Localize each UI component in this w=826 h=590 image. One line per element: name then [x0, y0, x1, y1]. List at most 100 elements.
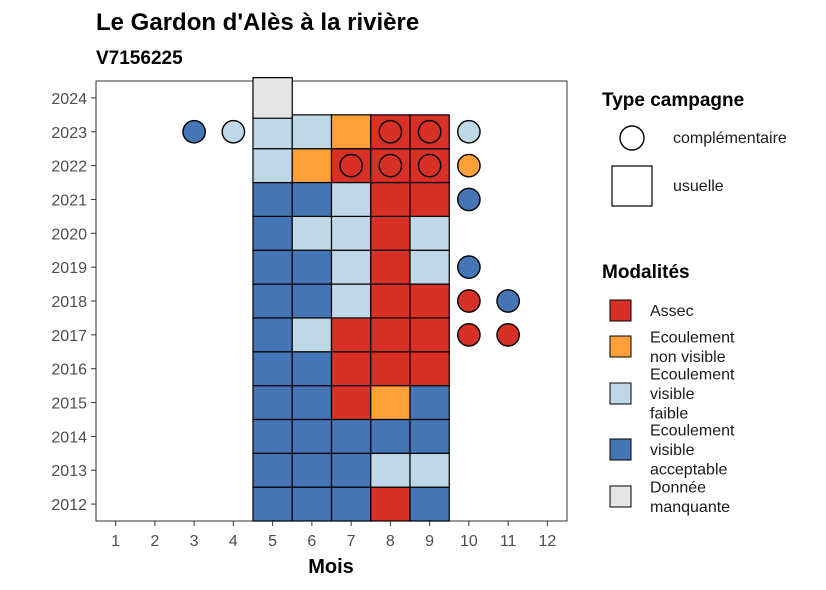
cell-2019-6 — [291, 249, 333, 285]
cell-2019-7 — [330, 249, 372, 285]
legend-label-assec-0: Assec — [650, 303, 694, 320]
cell-2012-6 — [291, 486, 333, 522]
x-tick-label-7: 7 — [347, 533, 356, 550]
legend-label-acceptable-0: Ecoulement — [650, 423, 735, 440]
cell-2017-7 — [330, 317, 372, 353]
cell-2021-6 — [291, 181, 333, 217]
y-tick-label-2024: 2024 — [51, 91, 87, 108]
x-tick-label-9: 9 — [425, 533, 434, 550]
circle-2023-9 — [417, 119, 442, 144]
cell-2021-8 — [370, 181, 411, 217]
cell-2014-9 — [409, 418, 450, 454]
legend-swatch-nonvisible — [609, 335, 632, 358]
cell-2016-7 — [330, 351, 372, 387]
cell-2013-7 — [330, 452, 372, 488]
x-tick-label-11: 11 — [500, 533, 517, 550]
cell-2023-5 — [252, 114, 293, 150]
circle-2018-10 — [457, 289, 481, 313]
legend-key-square — [611, 165, 653, 207]
y-tick-label-2022: 2022 — [51, 159, 87, 176]
cell-2012-8 — [370, 486, 411, 522]
cell-2019-8 — [370, 249, 411, 285]
legend-swatch-faible — [609, 382, 632, 405]
circle-2021-10 — [457, 187, 481, 212]
y-tick-label-2018: 2018 — [51, 294, 87, 311]
chart-subtitle: V7156225 — [96, 48, 183, 69]
cell-2014-5 — [252, 418, 293, 454]
x-axis: 1 2 3 4 5 6 7 8 9 10 11 12 — [111, 521, 556, 550]
cell-2015-5 — [252, 385, 293, 421]
cell-2020-8 — [370, 215, 411, 251]
legend-swatch-manquante — [609, 485, 632, 508]
circles-layer — [182, 119, 520, 347]
circle-2019-10 — [457, 255, 481, 280]
cell-2018-6 — [291, 283, 333, 319]
legend-label-nonvisible-0: Ecoulement — [650, 329, 735, 346]
cell-2017-8 — [370, 317, 411, 353]
y-tick-label-2016: 2016 — [51, 362, 87, 379]
cell-2016-5 — [252, 351, 293, 387]
legend-label-acceptable-1: visible — [650, 442, 695, 459]
cell-2013-5 — [252, 452, 293, 488]
cell-2015-8 — [370, 385, 411, 421]
x-tick-label-12: 12 — [538, 533, 556, 550]
cell-2014-8 — [370, 418, 411, 454]
circle-2023-10 — [457, 119, 481, 144]
y-tick-label-2014: 2014 — [51, 429, 87, 446]
y-axis: 2012 2013 2014 2015 2016 2017 2018 2019 2020 2021… — [51, 91, 96, 514]
legend-swatch-acceptable — [609, 438, 632, 461]
cell-2013-6 — [291, 452, 333, 488]
circle-2022-8 — [378, 153, 403, 178]
cell-2014-7 — [330, 418, 372, 454]
chart-title: Le Gardon d'Alès à la rivière — [96, 9, 419, 36]
x-tick-label-10: 10 — [460, 533, 478, 550]
x-tick-label-6: 6 — [307, 533, 316, 550]
circle-2017-10 — [457, 322, 481, 347]
circle-2023-8 — [378, 119, 403, 144]
cell-2013-8 — [370, 452, 411, 488]
legend-swatch-assec — [609, 299, 632, 322]
legend-type-title: Type campagne — [602, 90, 744, 111]
circle-2023-3 — [182, 119, 206, 144]
legend-label-nonvisible-1: non visible — [650, 349, 726, 366]
cell-2016-9 — [409, 351, 450, 387]
legend-modalites-title: Modalités — [602, 262, 690, 283]
y-tick-label-2017: 2017 — [51, 328, 87, 345]
cell-2018-9 — [409, 283, 450, 319]
cell-2018-8 — [370, 283, 411, 319]
cell-2021-9 — [409, 181, 450, 217]
legend-type-label-1: usuelle — [673, 178, 724, 195]
y-tick-label-2013: 2013 — [51, 463, 87, 480]
cell-2015-6 — [291, 385, 333, 421]
circle-2017-11 — [496, 322, 520, 347]
y-tick-label-2021: 2021 — [51, 192, 87, 209]
legend-label-acceptable-2: acceptable — [650, 462, 727, 479]
y-tick-label-2020: 2020 — [51, 226, 87, 243]
cell-2023-6 — [291, 114, 333, 150]
legend-label-manquante-0: Donnée — [650, 479, 706, 496]
circle-2023-4 — [221, 119, 246, 144]
x-tick-label-4: 4 — [229, 533, 238, 550]
legend-label-faible-1: visible — [650, 386, 695, 403]
legend-key-circle — [619, 125, 645, 151]
cell-2017-6 — [291, 317, 333, 353]
cell-2018-7 — [330, 283, 372, 319]
cell-2016-8 — [370, 351, 411, 387]
cell-2021-5 — [252, 181, 293, 217]
legend-type-label-0: complémentaire — [673, 130, 787, 147]
cell-2020-9 — [409, 215, 450, 251]
cell-2022-6 — [291, 148, 333, 184]
cell-2015-9 — [409, 385, 450, 421]
cell-2019-9 — [409, 249, 450, 285]
y-tick-label-2023: 2023 — [51, 125, 87, 142]
x-tick-label-3: 3 — [190, 533, 199, 550]
cell-2020-6 — [291, 215, 333, 251]
cell-2020-5 — [252, 215, 293, 251]
y-tick-label-2015: 2015 — [51, 396, 87, 413]
cell-2012-9 — [409, 486, 450, 522]
legend-label-faible-0: Ecoulement — [650, 367, 735, 384]
cells-layer — [252, 77, 450, 522]
circle-2022-9 — [417, 153, 442, 178]
